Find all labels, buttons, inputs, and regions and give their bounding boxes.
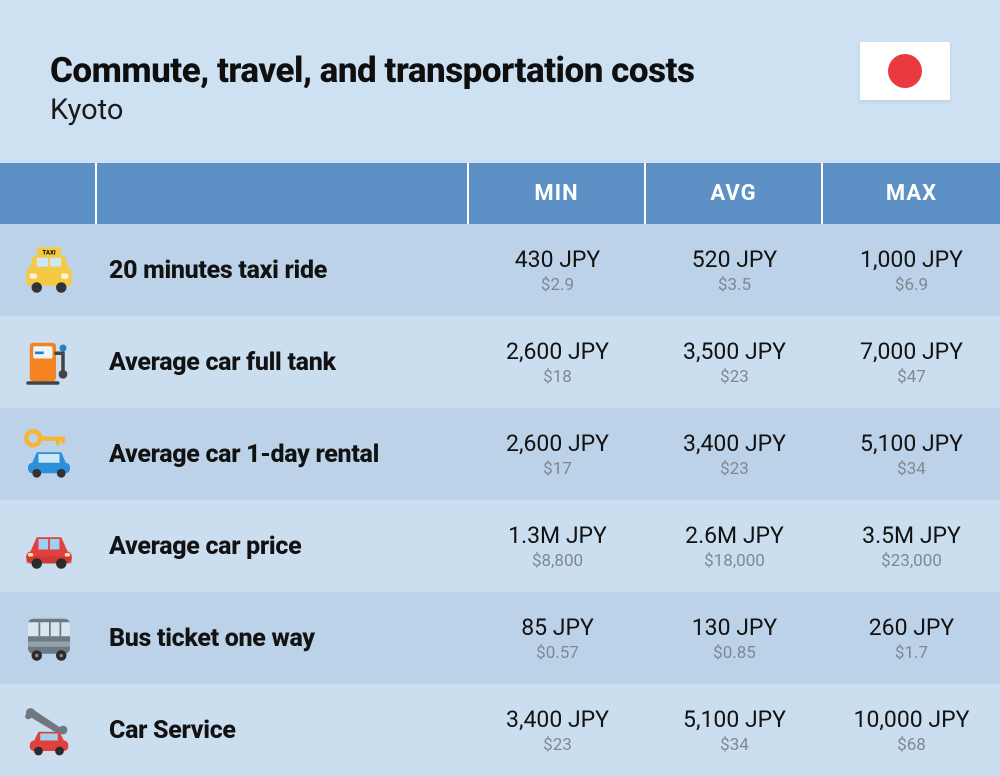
cell-max: 5,100 JPY$34: [823, 408, 1000, 500]
cell-min: 1.3M JPY$8,800: [469, 500, 646, 592]
value-sub: $8,800: [532, 551, 583, 571]
fuel-icon: [0, 316, 97, 408]
value-sub: $47: [897, 367, 926, 387]
value-main: 85 JPY: [521, 614, 594, 641]
row-label: Average car full tank: [97, 316, 469, 408]
table-header-row: MIN AVG MAX: [0, 163, 1000, 224]
value-sub: $18,000: [704, 551, 765, 571]
table-row: Average car 1-day rental2,600 JPY$173,40…: [0, 408, 1000, 500]
cell-min: 430 JPY$2.9: [469, 224, 646, 316]
value-main: 130 JPY: [692, 614, 778, 641]
value-main: 520 JPY: [692, 246, 778, 273]
flag-dot: [888, 54, 922, 88]
bus-icon: [0, 592, 97, 684]
cell-min: 85 JPY$0.57: [469, 592, 646, 684]
th-max: MAX: [823, 163, 1000, 224]
cell-max: 260 JPY$1.7: [823, 592, 1000, 684]
cell-avg: 3,500 JPY$23: [646, 316, 823, 408]
cell-avg: 2.6M JPY$18,000: [646, 500, 823, 592]
value-sub: $1.7: [895, 643, 928, 663]
value-main: 2,600 JPY: [506, 430, 609, 457]
value-main: 7,000 JPY: [860, 338, 963, 365]
th-min: MIN: [469, 163, 646, 224]
value-sub: $2.9: [541, 275, 574, 295]
car-icon: [0, 500, 97, 592]
value-main: 3,400 JPY: [506, 706, 609, 733]
value-sub: $34: [720, 735, 749, 755]
value-main: 1,000 JPY: [860, 246, 963, 273]
value-main: 3.5M JPY: [862, 522, 961, 549]
title-block: Commute, travel, and transportation cost…: [50, 50, 694, 127]
table-row: 20 minutes taxi ride430 JPY$2.9520 JPY$3…: [0, 224, 1000, 316]
service-icon: [0, 684, 97, 776]
cell-min: 2,600 JPY$18: [469, 316, 646, 408]
table-row: Average car price1.3M JPY$8,8002.6M JPY$…: [0, 500, 1000, 592]
cell-avg: 130 JPY$0.85: [646, 592, 823, 684]
cell-avg: 520 JPY$3.5: [646, 224, 823, 316]
cell-max: 10,000 JPY$68: [823, 684, 1000, 776]
value-main: 10,000 JPY: [854, 706, 970, 733]
value-sub: $17: [543, 459, 572, 479]
th-icon-blank: [0, 163, 97, 224]
value-main: 430 JPY: [515, 246, 601, 273]
th-avg: AVG: [646, 163, 823, 224]
row-label: Bus ticket one way: [97, 592, 469, 684]
taxi-icon: [0, 224, 97, 316]
value-main: 5,100 JPY: [860, 430, 963, 457]
table-row: Car Service3,400 JPY$235,100 JPY$3410,00…: [0, 684, 1000, 776]
value-main: 260 JPY: [869, 614, 955, 641]
cell-avg: 5,100 JPY$34: [646, 684, 823, 776]
cell-max: 7,000 JPY$47: [823, 316, 1000, 408]
rental-icon: [0, 408, 97, 500]
row-label: Car Service: [97, 684, 469, 776]
cell-avg: 3,400 JPY$23: [646, 408, 823, 500]
table-row: Average car full tank2,600 JPY$183,500 J…: [0, 316, 1000, 408]
value-sub: $23: [720, 459, 749, 479]
value-sub: $23: [543, 735, 572, 755]
cell-max: 3.5M JPY$23,000: [823, 500, 1000, 592]
value-sub: $0.85: [713, 643, 756, 663]
value-main: 5,100 JPY: [683, 706, 786, 733]
row-label: Average car price: [97, 500, 469, 592]
japan-flag-icon: [860, 42, 950, 100]
costs-table: MIN AVG MAX 20 minutes taxi ride430 JPY$…: [0, 163, 1000, 776]
value-sub: $18: [543, 367, 572, 387]
value-main: 2,600 JPY: [506, 338, 609, 365]
value-main: 1.3M JPY: [508, 522, 607, 549]
th-label-blank: [97, 163, 469, 224]
value-main: 2.6M JPY: [685, 522, 784, 549]
value-sub: $23: [720, 367, 749, 387]
value-sub: $23,000: [881, 551, 942, 571]
header: Commute, travel, and transportation cost…: [0, 0, 1000, 163]
value-main: 3,500 JPY: [683, 338, 786, 365]
cell-min: 3,400 JPY$23: [469, 684, 646, 776]
row-label: 20 minutes taxi ride: [97, 224, 469, 316]
page-title: Commute, travel, and transportation cost…: [50, 50, 694, 91]
table-body: 20 minutes taxi ride430 JPY$2.9520 JPY$3…: [0, 224, 1000, 776]
value-sub: $3.5: [718, 275, 751, 295]
value-sub: $6.9: [895, 275, 928, 295]
cell-min: 2,600 JPY$17: [469, 408, 646, 500]
transport-costs-page: Commute, travel, and transportation cost…: [0, 0, 1000, 776]
page-subtitle: Kyoto: [50, 93, 694, 127]
value-main: 3,400 JPY: [683, 430, 786, 457]
value-sub: $68: [897, 735, 926, 755]
row-label: Average car 1-day rental: [97, 408, 469, 500]
cell-max: 1,000 JPY$6.9: [823, 224, 1000, 316]
table-row: Bus ticket one way85 JPY$0.57130 JPY$0.8…: [0, 592, 1000, 684]
value-sub: $0.57: [536, 643, 579, 663]
value-sub: $34: [897, 459, 926, 479]
